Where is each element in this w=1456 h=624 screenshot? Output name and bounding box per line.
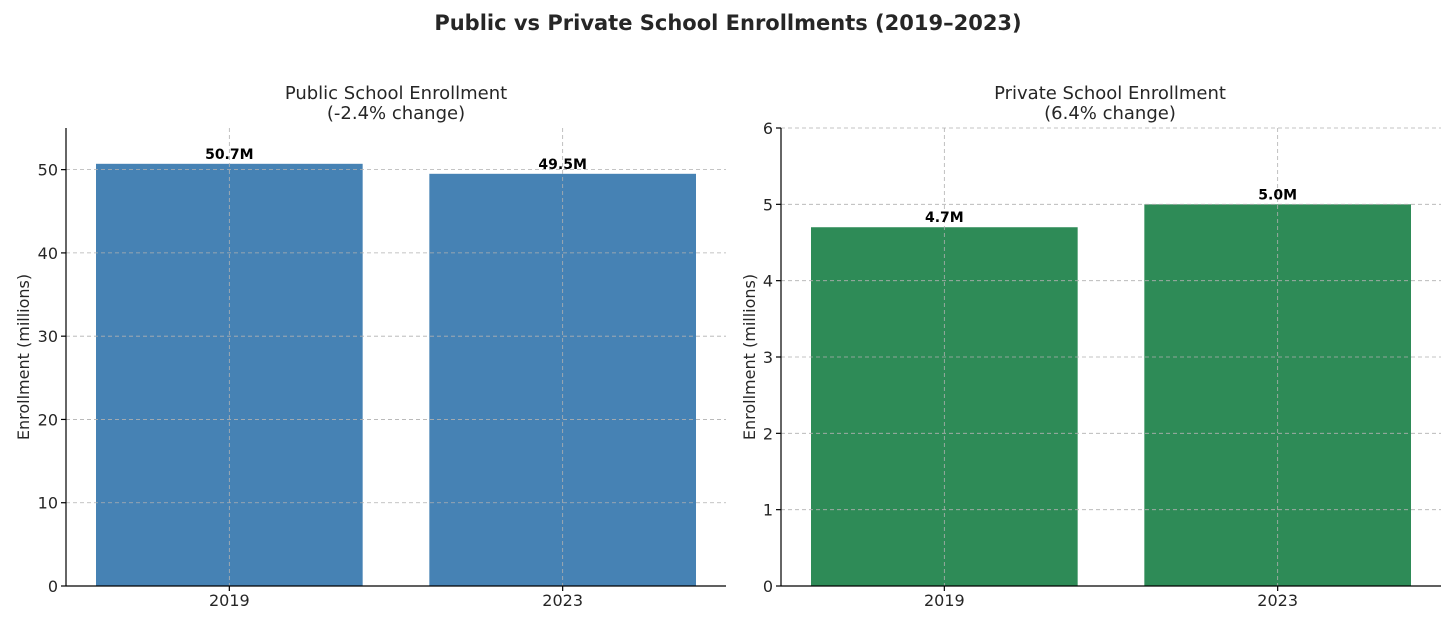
- chart-title: Private School Enrollment: [994, 83, 1226, 104]
- chart-title: Public School Enrollment: [285, 83, 507, 104]
- bars: [96, 163, 696, 587]
- data-label: 4.7M: [925, 210, 964, 226]
- bar-2019: [811, 227, 1078, 586]
- axis-spines: [65, 128, 726, 587]
- y-tick-label: 0: [763, 577, 773, 596]
- axis-ticks: 0 1 2 3 4 5 6 2019 2023: [763, 119, 1298, 610]
- data-labels: 50.7M 49.5M: [205, 147, 587, 173]
- y-tick-label: 20: [38, 410, 58, 429]
- y-tick-label: 3: [763, 348, 773, 367]
- public-enrollment-chart: Public School Enrollment (-2.4% change) …: [14, 83, 726, 610]
- axis-spines: [780, 128, 1441, 587]
- data-label: 50.7M: [205, 147, 253, 163]
- bars: [811, 204, 1411, 587]
- x-tick-label: 2019: [209, 591, 250, 610]
- gridlines: [781, 127, 1441, 586]
- chart-subtitle: (6.4% change): [1044, 103, 1176, 124]
- gridlines: [66, 128, 726, 586]
- x-tick-label: 2023: [1257, 591, 1298, 610]
- y-tick-label: 50: [38, 161, 58, 180]
- chart-subtitle: (-2.4% change): [327, 103, 465, 124]
- y-tick-label: 10: [38, 494, 58, 513]
- y-tick-label: 40: [38, 244, 58, 263]
- y-tick-label: 5: [763, 195, 773, 214]
- figure-title: Public vs Private School Enrollments (20…: [434, 11, 1021, 35]
- y-tick-label: 30: [38, 327, 58, 346]
- private-enrollment-chart: Private School Enrollment (6.4% change) …: [740, 83, 1441, 610]
- data-label: 5.0M: [1258, 187, 1297, 203]
- data-label: 49.5M: [538, 157, 586, 173]
- y-tick-label: 0: [48, 577, 58, 596]
- x-tick-label: 2019: [924, 591, 965, 610]
- data-labels: 4.7M 5.0M: [925, 187, 1297, 226]
- y-tick-label: 1: [763, 501, 773, 520]
- y-tick-label: 6: [763, 119, 773, 138]
- axis-ticks: 0 10 20 30 40 50 2019 2023: [38, 161, 583, 610]
- y-tick-label: 2: [763, 424, 773, 443]
- x-tick-label: 2023: [542, 591, 583, 610]
- y-axis-label: Enrollment (millions): [14, 274, 33, 440]
- y-tick-label: 4: [763, 272, 773, 291]
- y-axis-label: Enrollment (millions): [740, 274, 759, 440]
